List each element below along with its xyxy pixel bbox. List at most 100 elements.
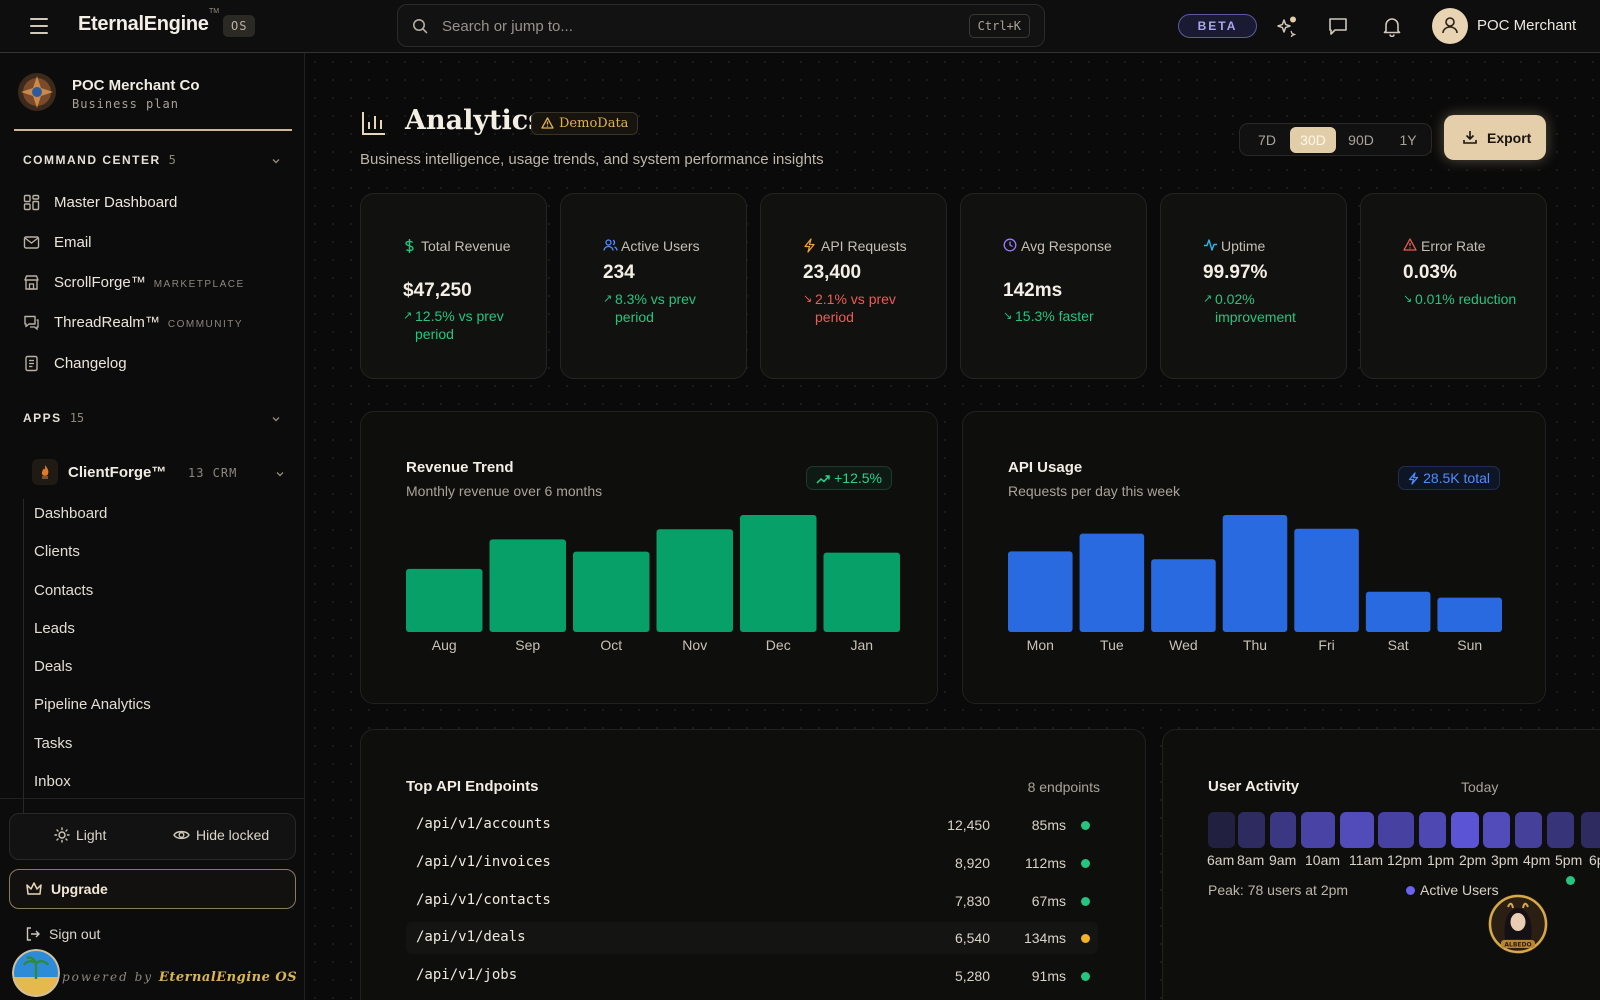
revenue-bar-nov[interactable] <box>656 529 734 632</box>
sidebar-subitem-pipeline-analytics[interactable]: Pipeline Analytics <box>34 696 151 713</box>
theme-toggle-button[interactable]: Light <box>54 827 106 843</box>
api-bar-tue[interactable] <box>1079 533 1145 632</box>
bell-icon[interactable] <box>1381 15 1403 37</box>
activity-cell-6am[interactable] <box>1208 812 1235 848</box>
sidebar-item-changelog[interactable]: Changelog <box>23 349 293 379</box>
status-dot <box>1081 821 1090 830</box>
activity-hour-label: 5pm <box>1555 852 1583 868</box>
message-icon[interactable] <box>1327 15 1349 37</box>
api-bar-wed[interactable] <box>1151 559 1216 632</box>
activity-cell-5pm[interactable] <box>1547 812 1574 848</box>
revenue-bar-dec[interactable] <box>740 515 817 632</box>
kpi-card-api-requests[interactable]: API Requests 23,400 ↘ 2.1% vs prev period <box>760 193 947 379</box>
section-command-center[interactable]: COMMAND CENTER 5 <box>23 153 176 167</box>
search-input[interactable] <box>442 15 942 37</box>
search-bar[interactable]: Ctrl+K <box>397 4 1045 47</box>
table-row[interactable]: /api/v1/contacts 7,830 67ms <box>406 885 1098 917</box>
org-plan: Business plan <box>72 97 179 111</box>
activity-cell-4pm[interactable] <box>1515 812 1542 848</box>
date-range-selector: 7D 30D 90D 1Y <box>1239 123 1432 156</box>
org-divider <box>14 129 292 131</box>
bar-chart-icon <box>362 112 385 135</box>
sparkle-assistant-icon[interactable] <box>1276 15 1298 37</box>
table-row[interactable]: /api/v1/accounts 12,450 85ms <box>406 809 1098 841</box>
albedo-mascot-icon[interactable]: ALBEDO <box>1487 893 1549 955</box>
sidebar-subitem-dashboard[interactable]: Dashboard <box>34 505 108 522</box>
org-name[interactable]: POC Merchant Co <box>72 77 200 94</box>
page-subtitle: Business intelligence, usage trends, and… <box>360 151 824 168</box>
kpi-label: Avg Response <box>1021 238 1112 254</box>
sidebar-item-master-dashboard[interactable]: Master Dashboard <box>23 188 293 218</box>
trend-up-icon: ↗ <box>1203 293 1213 305</box>
app-clientforge[interactable]: ClientForge™ 13 CRM <box>32 458 290 488</box>
svg-text:ALBEDO: ALBEDO <box>1504 942 1531 949</box>
section-apps[interactable]: APPS 15 <box>23 411 85 425</box>
table-row[interactable]: /api/v1/deals 6,540 134ms <box>406 922 1098 954</box>
beta-badge[interactable]: BETA <box>1178 14 1257 38</box>
revenue-bar-sep[interactable] <box>489 539 567 632</box>
app-name: ClientForge™ <box>68 464 167 481</box>
sign-out-button[interactable]: Sign out <box>25 926 100 942</box>
sidebar-subitem-tasks[interactable]: Tasks <box>34 735 73 752</box>
sidebar-item-threadrealm[interactable]: ThreadRealm™ COMMUNITY <box>23 308 293 338</box>
upgrade-button[interactable]: Upgrade <box>9 869 296 909</box>
user-name: POC Merchant <box>1477 17 1577 34</box>
sidebar-subitem-leads[interactable]: Leads <box>34 620 75 637</box>
range-7d-button[interactable]: 7D <box>1258 132 1276 148</box>
user-icon <box>1442 17 1458 34</box>
beach-avatar-icon[interactable] <box>12 949 60 997</box>
sidebar-item-scrollforge[interactable]: ScrollForge™ MARKETPLACE <box>23 268 293 298</box>
sidebar-subitem-clients[interactable]: Clients <box>34 543 80 560</box>
kpi-card-uptime[interactable]: Uptime 99.97% ↗ 0.02% improvement <box>1160 193 1347 379</box>
brand-logo[interactable]: EternalEngine <box>78 13 209 35</box>
online-status-dot <box>1566 876 1575 885</box>
status-dot <box>1081 859 1090 868</box>
revenue-bar-jan[interactable] <box>823 552 901 632</box>
table-row[interactable]: /api/v1/jobs 5,280 91ms <box>406 960 1098 992</box>
sidebar-item-email[interactable]: Email <box>23 228 293 258</box>
activity-cell-3pm[interactable] <box>1483 812 1510 848</box>
revenue-bar-aug[interactable] <box>406 568 483 632</box>
card-title: User Activity <box>1208 778 1300 795</box>
activity-cell-8am[interactable] <box>1238 812 1265 848</box>
activity-hour-label: 8am <box>1237 852 1265 868</box>
activity-cell-2pm[interactable] <box>1451 812 1479 848</box>
api-bar-mon[interactable] <box>1008 551 1073 632</box>
kpi-value: 234 <box>603 262 635 283</box>
sidebar-subitem-inbox[interactable]: Inbox <box>34 773 71 790</box>
activity-cell-11am[interactable] <box>1340 812 1374 848</box>
activity-cell-1pm[interactable] <box>1419 812 1446 848</box>
sidebar-subitem-contacts[interactable]: Contacts <box>34 582 94 599</box>
sidebar-subitem-deals[interactable]: Deals <box>34 658 73 675</box>
trend-reduction-icon: ↘ <box>1403 293 1413 305</box>
org-logo-icon[interactable] <box>16 71 58 113</box>
range-30d-button[interactable]: 30D <box>1290 127 1336 153</box>
range-1y-button[interactable]: 1Y <box>1399 132 1417 148</box>
api-bar-thu[interactable] <box>1222 515 1288 632</box>
hide-locked-button[interactable]: Hide locked <box>173 827 269 843</box>
activity-hour-label: 2pm <box>1459 852 1487 868</box>
chevron-down-icon[interactable] <box>270 155 282 167</box>
kpi-card-error-rate[interactable]: Error Rate 0.03% ↘ 0.01% reduction <box>1360 193 1547 379</box>
kpi-card-avg-response[interactable]: Avg Response 142ms ↘ 15.3% faster <box>960 193 1147 379</box>
menu-icon[interactable] <box>30 18 48 34</box>
table-row[interactable]: /api/v1/invoices 8,920 112ms <box>406 847 1098 879</box>
api-bar-sun[interactable] <box>1437 597 1502 632</box>
grid-icon <box>23 194 40 211</box>
activity-cell-9am[interactable] <box>1270 812 1296 848</box>
activity-cell-6p[interactable] <box>1581 812 1600 848</box>
chevron-down-icon[interactable] <box>270 413 282 425</box>
kpi-card-active-users[interactable]: Active Users 234 ↗ 8.3% vs prev period <box>560 193 747 379</box>
revenue-bar-oct[interactable] <box>573 551 650 632</box>
export-button[interactable]: Export <box>1444 115 1546 160</box>
kpi-card-total-revenue[interactable]: Total Revenue $47,250 ↗ 12.5% vs prev per… <box>360 193 547 379</box>
trend-up-icon: ↗ <box>603 293 613 305</box>
status-dot <box>1081 897 1090 906</box>
bolt-icon <box>1408 472 1419 485</box>
activity-cell-12pm[interactable] <box>1378 812 1414 848</box>
api-bar-sat[interactable] <box>1365 591 1431 632</box>
activity-cell-10am[interactable] <box>1301 812 1335 848</box>
range-90d-button[interactable]: 90D <box>1348 132 1374 148</box>
chevron-down-icon[interactable] <box>274 468 286 480</box>
api-bar-fri[interactable] <box>1294 528 1359 632</box>
